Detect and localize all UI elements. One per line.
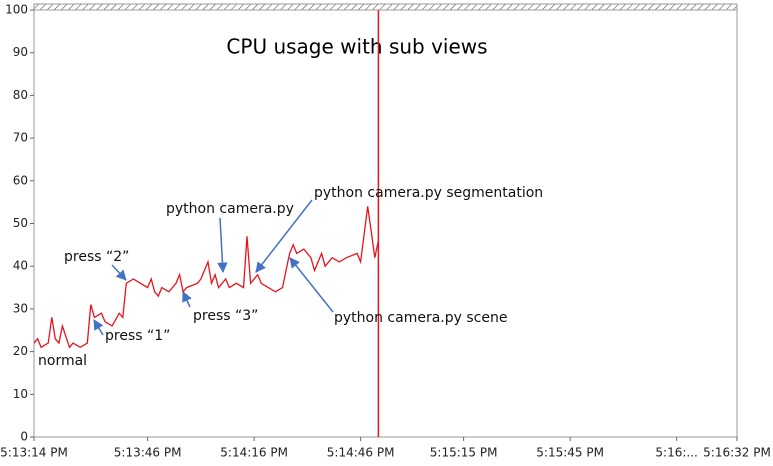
y-tick-label: 100	[5, 3, 28, 17]
annotation: python camera.py scene	[334, 310, 507, 326]
annotation: python camera.py segmentation	[314, 185, 543, 201]
arrows	[93, 199, 334, 336]
x-tick-label: 5:15:45 PM	[536, 446, 604, 460]
x-tick-label: 5:14:46 PM	[327, 446, 395, 460]
y-tick-label: 40	[13, 259, 28, 273]
annotation: python camera.py	[166, 201, 294, 217]
y-tick-label: 0	[20, 430, 28, 444]
y-tick-label: 80	[13, 88, 28, 102]
chart-title: CPU usage with sub views	[226, 35, 487, 59]
y-tick-label: 50	[13, 216, 28, 230]
arrow	[93, 319, 104, 336]
annotation: press “1”	[105, 328, 170, 344]
y-tick-label: 60	[13, 173, 28, 187]
y-tick-label: 70	[13, 131, 28, 145]
x-tick-label: 5:15:15 PM	[430, 446, 498, 460]
arrow	[182, 291, 192, 308]
y-tick-label: 90	[13, 45, 28, 59]
annotation: press “2”	[64, 249, 129, 265]
y-tick-label: 20	[13, 344, 28, 358]
y-tick-label: 10	[13, 387, 28, 401]
plot-frame	[33, 3, 738, 438]
arrow	[255, 199, 313, 273]
arrow	[289, 257, 334, 313]
x-tick-label: 5:14:16 PM	[220, 446, 288, 460]
hatch-band	[33, 3, 738, 11]
x-tick-label: 5:16:...	[655, 446, 697, 460]
annotation: press “3”	[193, 308, 258, 324]
x-tick-label: 5:13:14 PM	[0, 446, 68, 460]
x-tick-label: 5:16:32 PM	[703, 446, 771, 460]
arrow	[111, 264, 127, 281]
arrow	[217, 217, 228, 274]
cpu-line	[33, 206, 380, 349]
y-tick-label: 30	[13, 301, 28, 315]
annotation: normal	[38, 353, 87, 369]
x-tick-label: 5:13:46 PM	[114, 446, 182, 460]
